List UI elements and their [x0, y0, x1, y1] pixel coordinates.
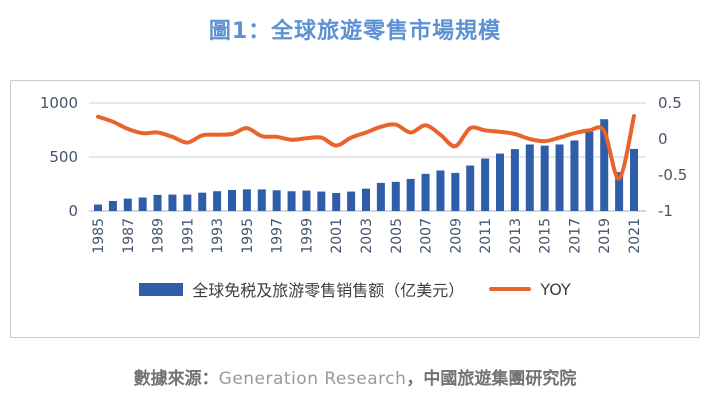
yoy-line: [96, 114, 636, 181]
chart-panel: 0 500 1000 -1 -0.5 0 0.5 1985 1987 1989 1991 1993 19…: [10, 80, 700, 338]
right-axis-tick-label: -1: [658, 202, 673, 220]
bar-2003: [362, 188, 370, 211]
right-axis-tick-label: 0.5: [658, 94, 682, 112]
x-axis-tick-label: 1997: [270, 218, 286, 254]
bar-2019: [600, 119, 609, 211]
bar-1997: [272, 190, 281, 211]
left-axis-tick-label: 500: [49, 148, 78, 166]
bar-2008: [436, 170, 445, 211]
x-axis-tick-label: 1995: [240, 218, 256, 254]
bar-2002: [347, 191, 356, 211]
bar-1986: [108, 200, 117, 211]
data-source: 數據來源：Generation Research，中國旅遊集團研究院: [0, 364, 710, 389]
chart-legend: 全球免税及旅游零售销售额（亿美元） YOY: [11, 277, 699, 301]
bar-1987: [123, 198, 132, 211]
bar-2013: [510, 149, 519, 211]
left-axis-tick-label: 1000: [40, 94, 78, 112]
bar-2010: [466, 165, 475, 211]
x-axis-tick-label: 2017: [567, 218, 583, 254]
bar-2006: [406, 178, 415, 211]
bar-2012: [496, 153, 504, 211]
bar-2016: [555, 144, 564, 211]
bar-2021: [630, 148, 638, 211]
x-axis-tick-label: 2001: [329, 218, 345, 254]
source-en: Generation Research: [218, 369, 407, 389]
bar-2020: [615, 172, 624, 211]
x-axis-tick-label: 1987: [121, 218, 137, 254]
x-axis-tick-label: 1991: [180, 218, 196, 254]
chart-title: 圖1：全球旅遊零售市場規模: [208, 19, 502, 44]
bar-2004: [376, 182, 385, 211]
right-axis-tick-label: -0.5: [658, 166, 687, 184]
chart-canvas: 0 500 1000 -1 -0.5 0 0.5 1985 1987 1989 1991 1993 19…: [40, 94, 687, 254]
x-axis-tick-label: 2005: [389, 218, 405, 254]
bar-2017: [570, 140, 579, 211]
right-axis-tick-label: 0: [658, 130, 668, 148]
bar-1991: [183, 194, 192, 211]
x-axis-tick-label: 2015: [538, 218, 554, 254]
bar-1992: [198, 192, 207, 211]
bar-1988: [138, 197, 147, 211]
bar-1993: [213, 191, 222, 211]
bar-2009: [451, 172, 460, 211]
x-axis-tick-label: 2011: [478, 218, 494, 254]
line-series-swatch: [489, 287, 532, 291]
x-axis-tick-label: 2021: [627, 218, 643, 254]
x-axis-tick-label: 2009: [448, 218, 464, 254]
x-axis-tick-label: 1985: [91, 218, 107, 254]
x-axis-tick-label: 1999: [299, 218, 315, 254]
x-axis-tick-label: 1993: [210, 218, 226, 254]
bar-2011: [481, 158, 490, 211]
x-axis-tick-label: 2013: [508, 218, 524, 254]
bar-series-label: 全球免税及旅游零售销售额（亿美元）: [192, 281, 465, 300]
x-axis-tick-label: 2003: [359, 218, 375, 254]
bar-2007: [421, 173, 430, 211]
bar-2015: [540, 145, 549, 211]
x-axis-tick-label: 2007: [419, 218, 435, 254]
bar-1995: [242, 189, 251, 211]
bar-1996: [257, 189, 266, 211]
source-prefix: 數據來源：: [133, 369, 219, 389]
bar-series-swatch: [139, 282, 184, 296]
x-axis-tick-label: 2019: [597, 218, 613, 254]
bar-1999: [302, 190, 311, 211]
bar-2001: [332, 192, 341, 211]
bar-1985: [94, 204, 102, 211]
bar-2014: [525, 144, 534, 211]
line-series-label: YOY: [540, 279, 571, 299]
left-axis-tick-label: 0: [68, 202, 78, 220]
bar-1990: [168, 194, 177, 211]
source-suffix: ，中國旅遊集團研究院: [406, 369, 577, 389]
bar-1998: [287, 191, 296, 211]
bar-2005: [391, 181, 400, 211]
bar-1994: [228, 189, 236, 211]
bar-1989: [153, 194, 162, 211]
bar-2000: [317, 191, 326, 211]
x-axis-tick-label: 1989: [151, 218, 167, 254]
bar-2018: [585, 131, 594, 211]
